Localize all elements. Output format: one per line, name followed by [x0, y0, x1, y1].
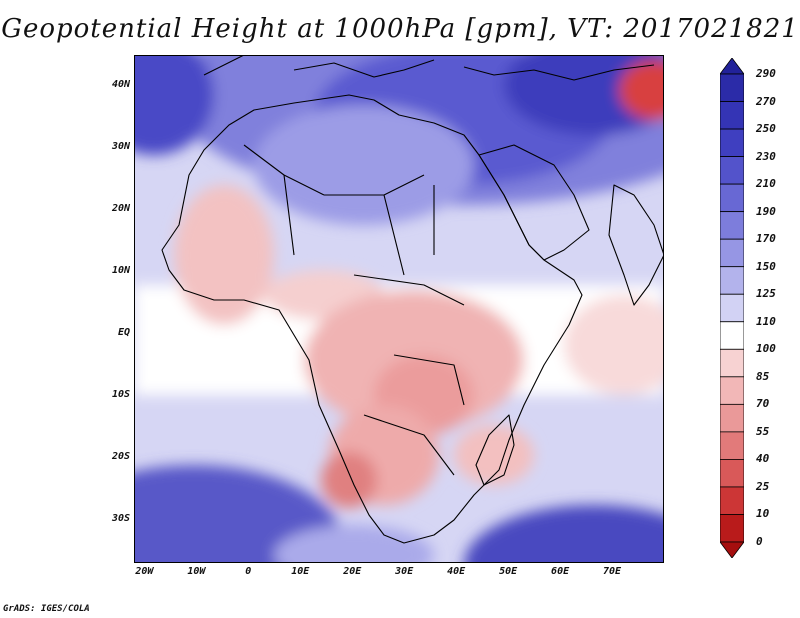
colorbar-label: 110 [756, 314, 776, 328]
colorbar-swatch [720, 376, 744, 405]
lon-tick-label: 70E [603, 566, 622, 577]
colorbar-label: 40 [756, 452, 770, 466]
lat-tick-label: 20N [111, 202, 130, 214]
india [608, 184, 664, 306]
lat-tick-label: 30N [111, 140, 130, 152]
credit-text: GrADS: IGES/COLA [3, 604, 90, 614]
map-plot-area [134, 55, 664, 563]
colorbar-label: 0 [756, 535, 763, 548]
colorbar-label: 270 [756, 94, 776, 108]
colorbar-swatch [720, 348, 744, 378]
colorbar-label: 70 [756, 397, 770, 411]
colorbar-swatch [720, 541, 744, 558]
colorbar-swatch [720, 403, 744, 433]
lon-tick-label: 20E [343, 566, 362, 577]
colorbar-label: 55 [756, 424, 770, 438]
colorbar-swatch [720, 486, 744, 515]
colorbar-label: 25 [756, 479, 770, 493]
colorbar-label: 150 [756, 259, 776, 273]
lon-tick-label: 10E [291, 566, 310, 577]
colorbar-label: 290 [756, 67, 776, 80]
colorbar-label: 85 [756, 369, 770, 383]
lon-tick-label: 30E [395, 566, 414, 577]
africa-coastline [161, 94, 583, 544]
colorbar-label: 210 [756, 177, 776, 191]
colorbar [720, 58, 744, 558]
lon-tick-label: 10W [187, 566, 206, 577]
lon-tick-label: 40E [447, 566, 466, 577]
lon-tick-label: 20W [135, 566, 154, 577]
colorbar-swatch [720, 266, 744, 295]
colorbar-swatch [720, 431, 744, 460]
chart-title: Geopotential Height at 1000hPa [gpm], VT… [1, 14, 799, 44]
lat-tick-label: 10N [111, 264, 130, 276]
lat-tick-label: 10S [111, 388, 130, 400]
arabia [478, 144, 590, 261]
colorbar-label: 250 [756, 122, 776, 136]
colorbar-swatch [720, 211, 744, 240]
colorbar-swatch [720, 238, 744, 268]
colorbar-label: 125 [756, 287, 776, 301]
colorbar-swatch [720, 58, 744, 75]
colorbar-swatch [720, 321, 744, 350]
lat-tick-label: 40N [111, 78, 130, 90]
colorbar-label: 230 [756, 149, 776, 163]
colorbar-label: 170 [756, 232, 776, 246]
colorbar-swatch [720, 156, 744, 185]
lon-tick-label: 50E [499, 566, 518, 577]
height-field [134, 55, 664, 563]
colorbar-swatch [720, 514, 744, 543]
colorbar-swatch [720, 183, 744, 213]
coastlines [161, 55, 664, 544]
colorbar-label: 190 [756, 204, 776, 218]
lat-tick-label: 30S [111, 512, 130, 524]
lat-tick-label: 20S [111, 450, 130, 462]
lon-tick-label: 0 [245, 566, 252, 577]
border [243, 144, 465, 476]
madagascar [475, 414, 515, 486]
colorbar-swatch [720, 459, 744, 488]
colorbar-swatch [720, 101, 744, 130]
lat-tick-label: EQ [117, 326, 130, 338]
colorbar-swatch [720, 293, 744, 323]
colorbar-swatch [720, 73, 744, 102]
colorbar-label: 100 [756, 342, 776, 356]
colorbar-swatch [720, 128, 744, 157]
colorbar-label: 10 [756, 507, 770, 521]
europe-coast [203, 55, 655, 81]
lon-tick-label: 60E [551, 566, 570, 577]
